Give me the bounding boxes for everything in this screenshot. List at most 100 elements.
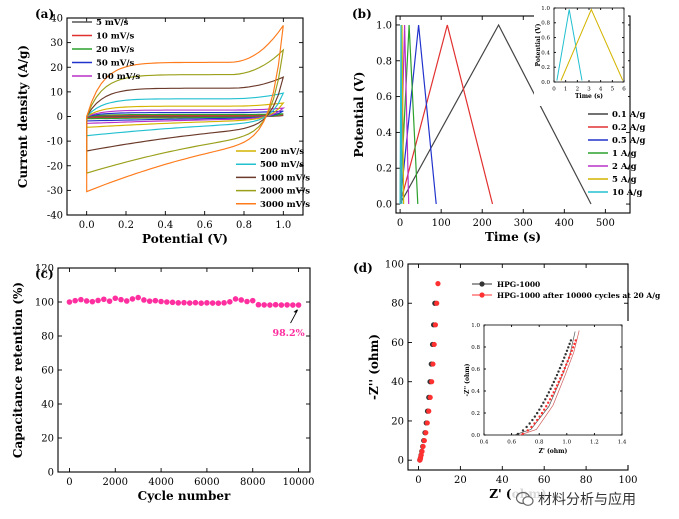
legend-marker: [479, 281, 485, 287]
x-axis-label: Z' (ohm): [539, 448, 568, 455]
inset-nyquist-point: [550, 394, 554, 398]
retention-point: [192, 299, 199, 306]
retention-point: [215, 300, 222, 306]
inset-nyquist-point: [566, 359, 569, 363]
retention-point: [284, 302, 290, 308]
x-tick-label: 3: [587, 87, 591, 93]
x-axis-label: Potential (V): [142, 232, 228, 246]
inset-nyquist-point: [565, 349, 569, 352]
cv-curve: [86, 25, 284, 193]
inset-nyquist-point: [555, 373, 559, 377]
retention-point: [267, 302, 273, 308]
y-tick-label: 0.2: [376, 164, 392, 175]
legend-label: 5 A/g: [612, 175, 637, 185]
nyquist-point: [426, 408, 432, 414]
inset-nyquist-point: [538, 408, 541, 411]
y-tick-label: 0: [48, 468, 54, 479]
y-tick-label: 0.8: [541, 21, 550, 27]
cv-curve: [86, 48, 285, 174]
cv-curve: [86, 92, 285, 137]
y-tick-label: 60: [41, 366, 54, 377]
retention-point: [278, 302, 285, 308]
y-tick-label: 0.6: [471, 367, 480, 373]
y-tick-label: 40: [391, 377, 404, 388]
retention-point: [181, 299, 187, 306]
inset-nyquist-point: [536, 418, 539, 422]
x-tick-label: 0: [415, 475, 421, 486]
inset-nyquist-point: [542, 401, 545, 404]
legend-label: 10 mV/s: [96, 32, 134, 42]
watermark-text: 材料分析与应用: [538, 492, 636, 508]
y-tick-label: 0.0: [541, 80, 550, 86]
retention-point: [146, 298, 153, 304]
y-tick-label: -30: [47, 186, 63, 197]
x-tick-label: 80: [580, 475, 593, 486]
retention-point: [95, 297, 101, 304]
nyquist-point: [419, 448, 425, 454]
x-tick-label: 6: [622, 87, 626, 93]
watermark: 材料分析与应用: [512, 486, 640, 512]
y-tick-label: 0.0: [471, 433, 480, 439]
retention-point: [83, 298, 90, 304]
x-tick-label: 1.2: [590, 440, 599, 446]
y-tick-label: 0.8: [471, 345, 480, 351]
y-tick-label: 0.4: [471, 389, 480, 395]
legend-label: HPG-1000 after 10000 cycles at 20 A/g: [497, 291, 661, 300]
retention-point: [186, 300, 193, 306]
inset-nyquist-point: [533, 422, 536, 425]
x-tick-label: 8000: [240, 477, 265, 488]
retention-point: [106, 298, 113, 304]
y-tick-label: 0.6: [376, 92, 392, 103]
inset-nyquist-point: [526, 429, 530, 432]
retention-point: [169, 299, 176, 306]
x-tick-label: 0: [66, 477, 72, 488]
y-tick-label: 20: [41, 434, 54, 445]
inset-nyquist-point: [547, 391, 551, 394]
inset-nyquist-point: [564, 353, 567, 356]
inset-gcd-curve: [560, 8, 624, 81]
y-tick-label: -10: [47, 137, 63, 148]
retention-annotation: 98.2%: [272, 328, 304, 339]
inset-nyquist-point: [552, 391, 555, 394]
y-axis-label: Potential (V): [352, 72, 366, 158]
panel-b-legend: 0.1 A/g 0.2 A/g 0.5 A/g 1 A/g 2 A/g 5 A/g 10 A…: [588, 110, 645, 198]
annotation-arrowhead: [293, 309, 298, 314]
y-tick-label: 0.0: [376, 200, 392, 211]
gcd-curve: [399, 24, 494, 205]
inset-nyquist-point: [538, 415, 541, 418]
inset-nyquist-point: [533, 415, 537, 418]
retention-point: [123, 298, 130, 304]
inset-nyquist-point: [563, 356, 566, 359]
y-tick-label: 0: [398, 456, 404, 467]
retention-point: [158, 298, 164, 305]
y-tick-label: 80: [41, 332, 54, 343]
y-tick-label: 0.6: [541, 36, 550, 42]
y-tick-label: 80: [391, 299, 404, 310]
x-axis-label: Time (s): [575, 93, 603, 100]
inset-nyquist-point: [557, 370, 560, 373]
inset-nyquist-point: [535, 411, 539, 415]
retention-point: [227, 299, 233, 305]
x-tick-label: 10000: [283, 477, 315, 488]
nyquist-point: [420, 443, 426, 450]
legend-label: 2000 mV/s: [260, 187, 310, 197]
inset-nyquist-point: [542, 408, 546, 411]
inset-nyquist-point: [530, 425, 533, 429]
retention-point: [290, 302, 296, 308]
legend-label: 3000 mV/s: [260, 200, 310, 210]
gcd-curve: [399, 24, 403, 205]
inset-nyquist-point: [555, 384, 559, 387]
x-tick-label: 40: [496, 475, 509, 486]
cv-curve: [86, 102, 285, 128]
y-axis-label: -Z'' (ohm): [367, 334, 381, 400]
retention-point: [255, 301, 262, 308]
legend-label: HPG-1000: [497, 280, 540, 289]
x-tick-label: 4: [599, 87, 603, 93]
inset-nyquist-point: [544, 398, 547, 401]
x-tick-label: 20: [454, 475, 467, 486]
retention-point: [221, 300, 227, 306]
legend-label: 1 A/g: [612, 149, 637, 159]
panel-a-legend-bottom: 200 mV/s 500 mV/s 1000 mV/s 2000 mV/s 3000 m…: [236, 147, 310, 210]
panel-b-inset: 0 1 2 3 4 5 6 0.0 0.2 0.4 0.6 0.8 1.0 Time (s) Potenti…: [535, 6, 626, 100]
inset-nyquist-point: [531, 418, 534, 422]
